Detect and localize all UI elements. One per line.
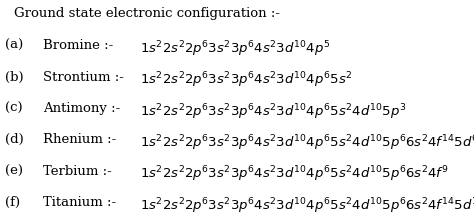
Text: Ground state electronic configuration :-: Ground state electronic configuration :- — [14, 7, 280, 20]
Text: (f): (f) — [5, 196, 20, 209]
Text: Titanium :-: Titanium :- — [43, 196, 120, 209]
Text: Bromine :-: Bromine :- — [43, 39, 117, 52]
Text: $1s^{2}2s^{2}2p^{6}3s^{2}3p^{6}4s^{2}3d^{10}4p^{6}5s^{2}4d^{10}5p^{6}6s^{2}4f^{9: $1s^{2}2s^{2}2p^{6}3s^{2}3p^{6}4s^{2}3d^… — [140, 165, 449, 184]
Text: (d): (d) — [5, 133, 24, 146]
Text: $1s^{2}2s^{2}2p^{6}3s^{2}3p^{6}4s^{2}3d^{10}4p^{6}5s^{2}4d^{10}5p^{6}6s^{2}4f^{1: $1s^{2}2s^{2}2p^{6}3s^{2}3p^{6}4s^{2}3d^… — [140, 196, 474, 212]
Text: (a): (a) — [5, 39, 23, 52]
Text: (b): (b) — [5, 71, 23, 84]
Text: Terbium :-: Terbium :- — [43, 165, 116, 178]
Text: $1s^{2}2s^{2}2p^{6}3s^{2}3p^{6}4s^{2}3d^{10}4p^{6}5s^{2}4d^{10}5p^{6}6s^{2}4f^{1: $1s^{2}2s^{2}2p^{6}3s^{2}3p^{6}4s^{2}3d^… — [140, 133, 474, 153]
Text: $1s^{2}2s^{2}2p^{6}3s^{2}3p^{6}4s^{2}3d^{10}4p^{5}$: $1s^{2}2s^{2}2p^{6}3s^{2}3p^{6}4s^{2}3d^… — [140, 39, 330, 59]
Text: (c): (c) — [5, 102, 22, 115]
Text: Antimony :-: Antimony :- — [43, 102, 124, 115]
Text: Strontium :-: Strontium :- — [43, 71, 128, 84]
Text: Rhenium :-: Rhenium :- — [43, 133, 120, 146]
Text: $1s^{2}2s^{2}2p^{6}3s^{2}3p^{6}4s^{2}3d^{10}4p^{6}5s^{2}$: $1s^{2}2s^{2}2p^{6}3s^{2}3p^{6}4s^{2}3d^… — [140, 71, 352, 90]
Text: (e): (e) — [5, 165, 23, 178]
Text: $1s^{2}2s^{2}2p^{6}3s^{2}3p^{6}4s^{2}3d^{10}4p^{6}5s^{2}4d^{10}5p^{3}$: $1s^{2}2s^{2}2p^{6}3s^{2}3p^{6}4s^{2}3d^… — [140, 102, 406, 121]
